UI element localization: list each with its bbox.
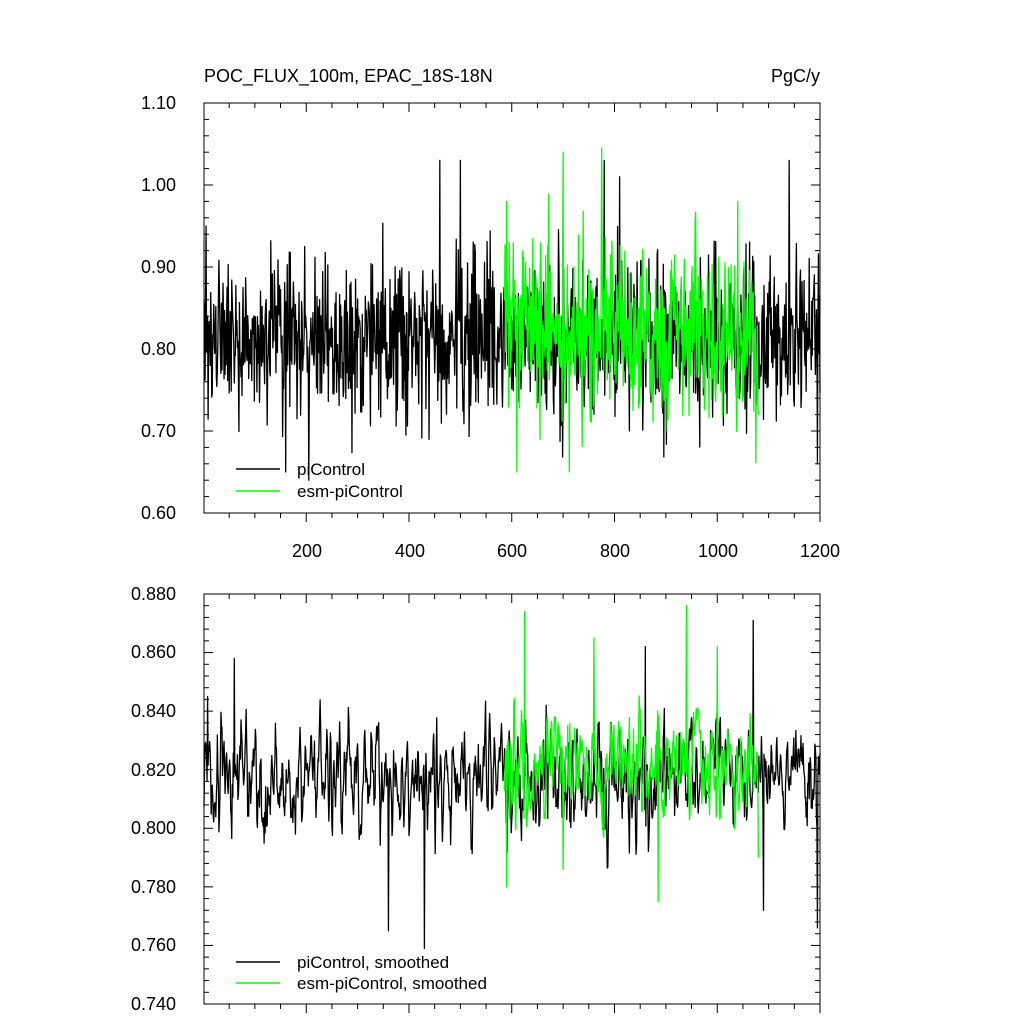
- legend-label: piControl, smoothed: [297, 953, 449, 972]
- top-xtick-label: 600: [497, 541, 527, 561]
- series-line-esm-picontrol: [503, 147, 759, 473]
- top-ytick-label: 1.10: [141, 93, 176, 113]
- top-units: PgC/y: [771, 66, 820, 86]
- top-y-axis-labels: 0.60 0.70 0.80 0.90 1.00 1.10: [141, 93, 176, 523]
- top-x-axis-labels: 200 400 600 800 1000 1200: [292, 541, 840, 561]
- top-ytick-label: 0.90: [141, 257, 176, 277]
- legend-label: piControl: [297, 460, 365, 479]
- bottom-ytick-label: 0.840: [131, 701, 176, 721]
- top-panel: POC_FLUX_100m, EPAC_18S-18N PgC/y 0.60 0…: [141, 66, 840, 561]
- bottom-panel: 0.740 0.760 0.780 0.800 0.820 0.840 0.86…: [131, 584, 821, 1014]
- bottom-ytick-label: 0.740: [131, 994, 176, 1014]
- legend-label: esm-piControl: [297, 482, 403, 501]
- bottom-ytick-label: 0.780: [131, 877, 176, 897]
- bottom-ytick-label: 0.800: [131, 818, 176, 838]
- top-series: [203, 147, 821, 481]
- bottom-series: [203, 605, 821, 950]
- bottom-y-axis-labels: 0.740 0.760 0.780 0.800 0.820 0.840 0.86…: [131, 584, 176, 1014]
- top-xtick-label: 1000: [698, 541, 738, 561]
- top-ytick-label: 1.00: [141, 175, 176, 195]
- bottom-legend: piControl, smoothed esm-piControl, smoot…: [236, 953, 487, 993]
- series-line-esm-picontrol-smoothed: [503, 605, 759, 903]
- top-legend: piControl esm-piControl: [236, 460, 403, 501]
- top-title: POC_FLUX_100m, EPAC_18S-18N: [204, 66, 493, 87]
- top-xtick-label: 800: [600, 541, 630, 561]
- top-ytick-label: 0.60: [141, 503, 176, 523]
- bottom-ytick-label: 0.760: [131, 935, 176, 955]
- top-ytick-label: 0.70: [141, 421, 176, 441]
- bottom-ytick-label: 0.860: [131, 642, 176, 662]
- legend-label: esm-piControl, smoothed: [297, 974, 487, 993]
- top-plot-frame: [203, 102, 821, 514]
- top-xtick-label: 400: [395, 541, 425, 561]
- bottom-ytick-label: 0.880: [131, 584, 176, 604]
- top-ytick-label: 0.80: [141, 339, 176, 359]
- top-xtick-label: 1200: [800, 541, 840, 561]
- bottom-ytick-label: 0.820: [131, 760, 176, 780]
- top-xtick-label: 200: [292, 541, 322, 561]
- bottom-plot-frame: [203, 593, 821, 1005]
